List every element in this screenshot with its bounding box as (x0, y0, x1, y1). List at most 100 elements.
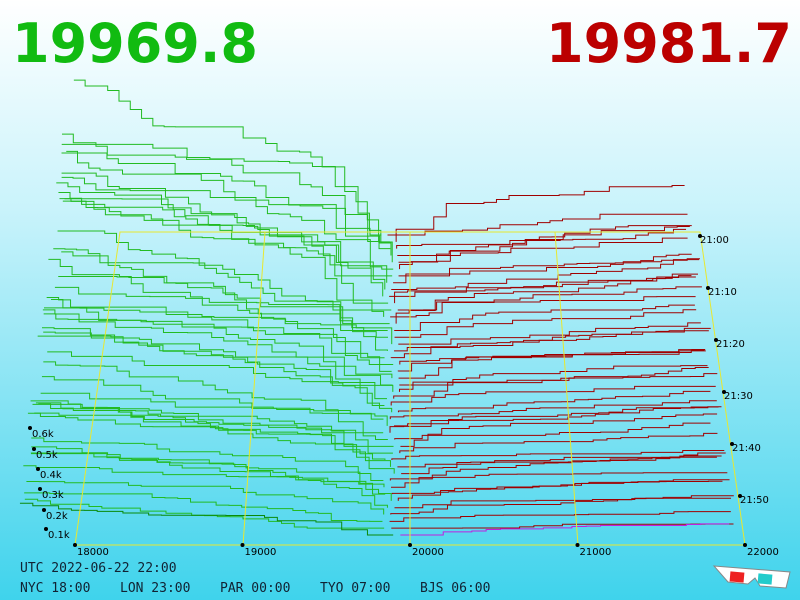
axis-dot (36, 467, 40, 471)
ask-curve (387, 213, 688, 236)
ask-curve (390, 385, 716, 406)
ask-curve (398, 253, 692, 277)
axis-dot (714, 338, 718, 342)
bid-curve (56, 182, 385, 317)
ask-curve (400, 523, 730, 536)
ask-curve (394, 495, 734, 509)
axis-dot (42, 508, 46, 512)
utc-time: UTC 2022-06-22 22:00 (20, 561, 177, 576)
time-tick-label: 21:40 (732, 443, 761, 454)
bid-curve (53, 248, 392, 311)
ask-curve (395, 276, 696, 324)
axis-dot (28, 426, 32, 430)
price-tick-label: 21000 (580, 547, 612, 558)
zone-time: BJS 06:00 (420, 581, 490, 596)
depth-surface (19, 79, 734, 536)
bid-curve (64, 198, 388, 283)
bid-curve (42, 309, 393, 386)
ask-curve (389, 273, 698, 297)
ask-curve (398, 226, 690, 263)
bid-curve (31, 437, 384, 481)
bid-curve (58, 275, 388, 331)
ask-curve (390, 330, 709, 359)
bid-curve (47, 351, 387, 400)
glasses-icon (712, 565, 791, 589)
ask-curve (399, 432, 718, 454)
bid-price: 19969.8 (12, 12, 258, 75)
ask-curve (389, 400, 717, 420)
ask-price: 19981.7 (546, 12, 792, 75)
bid-curve (35, 402, 386, 460)
bid-curve (54, 286, 388, 351)
bid-curve (31, 453, 386, 495)
ask-curve (390, 497, 732, 515)
ask-curve (397, 480, 723, 501)
bid-curve (23, 465, 392, 501)
axis-dot (738, 494, 742, 498)
ask-curve (397, 296, 696, 311)
time-tick-label: 21:30 (724, 391, 753, 402)
price-tick-label: 18000 (77, 547, 109, 558)
ask-curve (390, 286, 702, 318)
time-tick-label: 21:00 (700, 235, 729, 246)
ask-curve (393, 373, 718, 399)
ask-curve (391, 449, 725, 460)
depth-tick-label: 0.1k (48, 530, 70, 541)
bid-curve (62, 200, 389, 304)
bid-curve (40, 392, 384, 420)
time-tick-label: 21:20 (716, 339, 745, 350)
bid-curve (57, 230, 388, 338)
depth-tick-label: 0.5k (36, 450, 58, 461)
ask-curve (399, 225, 692, 270)
ask-curve (396, 228, 687, 249)
ask-curve (394, 275, 692, 304)
bid-curve (31, 446, 388, 508)
bid-curve (48, 258, 393, 345)
ask-curve (395, 185, 685, 242)
bid-curve (61, 152, 392, 256)
ask-curve (397, 237, 688, 256)
bid-curve (32, 403, 393, 454)
bid-curve (61, 176, 394, 270)
ask-curve (394, 422, 711, 440)
bid-curve (30, 400, 395, 474)
ask-curve (397, 349, 705, 372)
bid-curve (50, 298, 385, 359)
bid-curve (61, 251, 390, 325)
depth-tick-label: 0.4k (40, 470, 62, 481)
ask-curve (393, 258, 700, 284)
bid-curve (66, 150, 382, 236)
price-tick-label: 19000 (245, 547, 277, 558)
price-tick-label: 20000 (412, 547, 444, 558)
ask-curve (399, 365, 708, 386)
bid-curve (38, 403, 384, 434)
axis-dot (698, 234, 702, 238)
ask-curve (394, 309, 697, 338)
ask-curve (394, 304, 695, 331)
ask-curve (399, 367, 709, 392)
zone-time: NYC 18:00 (20, 581, 90, 596)
axis-dot (73, 543, 77, 547)
bid-curve (43, 313, 385, 406)
ask-curve (399, 349, 706, 365)
zone-time: TYO 07:00 (320, 581, 390, 596)
bid-curve (24, 492, 383, 522)
axis-dot (722, 390, 726, 394)
axis-dot (240, 543, 245, 547)
axis-dot (706, 286, 710, 290)
zone-time: PAR 00:00 (220, 581, 290, 596)
ask-curve (389, 452, 726, 481)
axis-dot (38, 487, 42, 491)
time-tick-label: 21:10 (708, 287, 737, 298)
axis-dot (743, 543, 747, 547)
frame (74, 231, 746, 546)
time-tick-label: 21:50 (740, 495, 769, 506)
axis-dot (575, 543, 580, 547)
axis-dot (32, 447, 36, 451)
zone-time: LON 23:00 (120, 581, 190, 596)
bid-curve (73, 79, 390, 243)
price-tick-label: 22000 (747, 547, 779, 558)
ask-curve (397, 390, 711, 413)
